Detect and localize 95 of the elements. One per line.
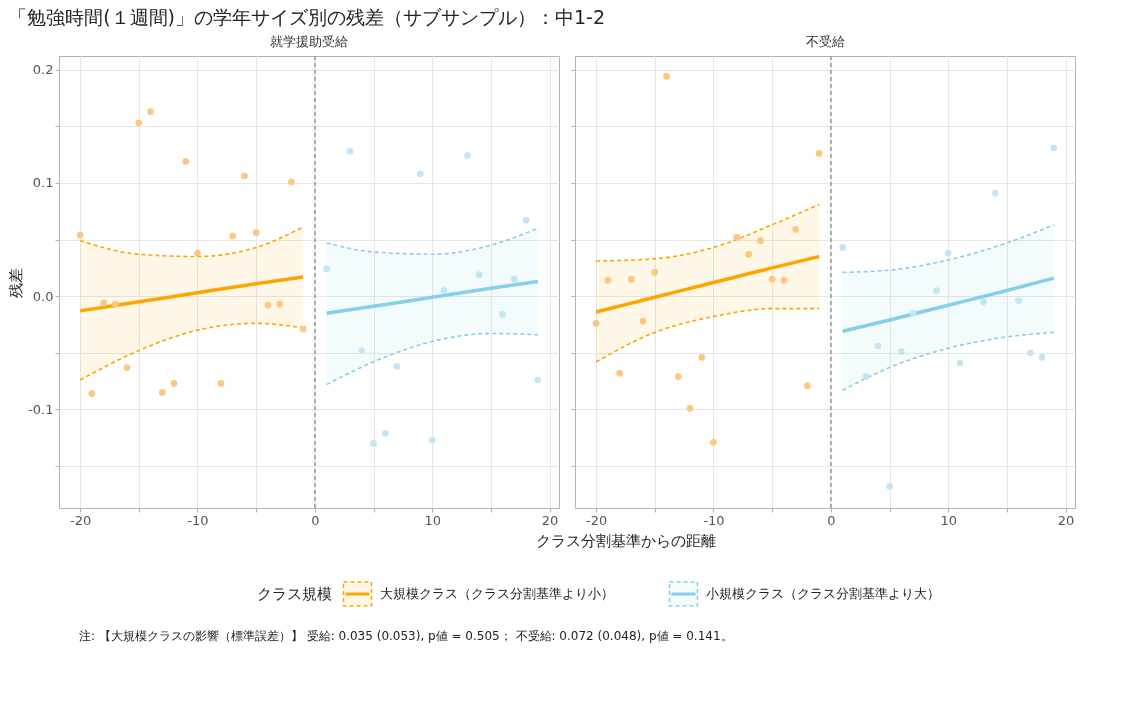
point xyxy=(674,373,682,380)
point xyxy=(1027,349,1034,357)
point xyxy=(534,376,542,384)
point xyxy=(417,170,424,178)
point xyxy=(346,147,354,155)
point xyxy=(276,300,284,308)
point xyxy=(522,216,530,224)
legend-label: 大規模クラス（クラス分割基準より小） xyxy=(379,586,614,601)
point xyxy=(440,287,448,294)
point xyxy=(264,301,272,309)
point xyxy=(158,389,166,396)
point xyxy=(100,299,107,307)
point xyxy=(252,229,260,237)
point xyxy=(428,436,436,444)
y-tick-label: 0.1 xyxy=(32,175,54,191)
point xyxy=(592,320,600,327)
point xyxy=(511,275,518,283)
chart-title: 就学援助受給 xyxy=(270,34,348,50)
x-axis-title: クラス分割基準からの距離 xyxy=(536,532,716,550)
point xyxy=(88,390,96,397)
point xyxy=(111,300,119,308)
point xyxy=(499,310,507,318)
y-tick-label: 0.0 xyxy=(32,288,54,304)
line-series xyxy=(324,279,540,315)
point xyxy=(123,364,131,371)
point xyxy=(217,380,225,387)
x-tick-label: 10 xyxy=(424,512,442,528)
point xyxy=(909,309,917,317)
x-tick-label: 20 xyxy=(541,512,559,528)
point xyxy=(710,438,717,446)
point xyxy=(241,172,248,180)
point xyxy=(616,369,623,377)
point xyxy=(991,189,999,197)
y-tick-label: -0.1 xyxy=(28,401,54,417)
point xyxy=(698,353,706,361)
point xyxy=(229,232,237,240)
point xyxy=(627,275,635,283)
x-tick-label: -10 xyxy=(187,512,209,528)
point xyxy=(639,317,647,325)
x-tick-label: -20 xyxy=(586,512,608,528)
text: 注: 【大規模クラスの影響（標準誤差）】 受給: 0.035 (0.053), p値 = 0.505； 不受給: 0.072 (0.048), p値 = 0.141。 xyxy=(79,629,733,643)
point xyxy=(886,483,893,490)
point xyxy=(874,342,882,350)
x-tick-label: 10 xyxy=(940,512,958,528)
point xyxy=(1038,353,1046,361)
point xyxy=(370,440,377,447)
point xyxy=(780,276,788,284)
point xyxy=(944,249,952,257)
point xyxy=(147,108,154,115)
point xyxy=(135,119,143,127)
chart-title: 不受給 xyxy=(805,34,845,50)
point xyxy=(815,150,823,157)
point xyxy=(862,373,870,380)
point xyxy=(980,298,987,306)
point xyxy=(733,233,741,241)
point xyxy=(475,271,483,278)
x-tick-label: -20 xyxy=(70,512,92,528)
point xyxy=(381,429,389,437)
point xyxy=(299,325,307,333)
point xyxy=(839,244,846,251)
point xyxy=(745,250,753,258)
point xyxy=(757,237,764,244)
point xyxy=(956,359,964,367)
y-tick-label: 0.2 xyxy=(32,62,54,78)
point xyxy=(1050,144,1058,152)
point xyxy=(663,73,670,80)
point xyxy=(464,152,471,160)
point xyxy=(76,231,84,239)
point xyxy=(358,347,366,354)
line-series xyxy=(325,332,539,386)
x-tick-label: 0 xyxy=(827,512,836,528)
point xyxy=(768,275,776,283)
point xyxy=(182,158,190,165)
point xyxy=(170,380,178,387)
point xyxy=(194,249,201,257)
x-tick-label: -10 xyxy=(703,512,725,528)
point xyxy=(686,404,694,412)
point xyxy=(323,265,330,273)
point xyxy=(288,178,295,186)
y-axis-title: 残差 xyxy=(7,267,26,298)
point xyxy=(1015,297,1023,305)
point xyxy=(804,382,811,389)
point xyxy=(393,363,401,370)
legend-label: 小規模クラス（クラス分割基準より大） xyxy=(705,586,940,601)
line-series xyxy=(78,275,305,313)
x-tick-label: 20 xyxy=(1057,512,1075,528)
line-series xyxy=(325,227,539,256)
point xyxy=(897,348,905,356)
x-tick-label: 0 xyxy=(311,512,320,528)
point xyxy=(651,269,659,276)
point xyxy=(792,225,800,233)
text: 「勉強時間(１週間)」の学年サイズ別の残差（サブサンプル）：中1-2 xyxy=(8,5,605,28)
point xyxy=(604,276,612,284)
legend-title: クラス規模 xyxy=(256,585,332,603)
point xyxy=(933,287,940,294)
